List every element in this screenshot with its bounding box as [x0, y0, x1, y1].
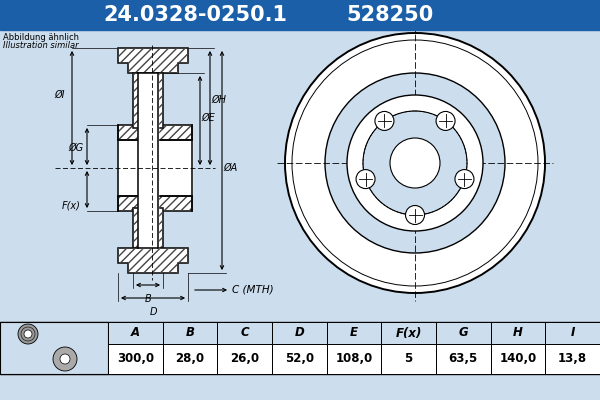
- Circle shape: [24, 330, 32, 338]
- Bar: [436, 344, 491, 374]
- Bar: [108, 344, 163, 374]
- Text: 528250: 528250: [346, 5, 434, 25]
- Text: 108,0: 108,0: [335, 352, 373, 366]
- Bar: [272, 322, 326, 344]
- Text: Illustration similar: Illustration similar: [3, 41, 79, 50]
- Bar: [382, 322, 436, 344]
- Text: ØA: ØA: [223, 163, 237, 173]
- Bar: [545, 344, 600, 374]
- Text: 28,0: 28,0: [175, 352, 205, 366]
- Bar: [436, 322, 491, 344]
- Text: F(x): F(x): [62, 200, 81, 210]
- Bar: [272, 344, 326, 374]
- Text: B: B: [185, 326, 194, 340]
- Polygon shape: [118, 125, 192, 140]
- Bar: [545, 322, 600, 344]
- Bar: [0, 322, 108, 374]
- Text: C: C: [241, 326, 249, 340]
- Bar: [0, 0, 600, 30]
- Text: 13,8: 13,8: [558, 352, 587, 366]
- Bar: [326, 322, 382, 344]
- Bar: [491, 322, 545, 344]
- Text: D: D: [295, 326, 304, 340]
- Circle shape: [406, 206, 425, 224]
- Polygon shape: [133, 208, 163, 248]
- Bar: [163, 322, 217, 344]
- Text: ØG: ØG: [68, 143, 83, 153]
- Polygon shape: [118, 140, 192, 196]
- Text: C (MTH): C (MTH): [232, 285, 274, 295]
- Circle shape: [292, 40, 538, 286]
- Polygon shape: [118, 196, 192, 211]
- Circle shape: [285, 33, 545, 293]
- Circle shape: [436, 112, 455, 130]
- Text: E: E: [350, 326, 358, 340]
- Text: 26,0: 26,0: [230, 352, 259, 366]
- Text: Abbildung ähnlich: Abbildung ähnlich: [3, 33, 79, 42]
- Text: ØI: ØI: [54, 90, 65, 100]
- Text: 5: 5: [404, 352, 413, 366]
- Circle shape: [363, 111, 467, 215]
- Text: D: D: [149, 307, 157, 317]
- Circle shape: [356, 170, 375, 188]
- Bar: [326, 344, 382, 374]
- Text: 140,0: 140,0: [499, 352, 536, 366]
- Text: I: I: [571, 326, 575, 340]
- Bar: [0, 322, 600, 374]
- Bar: [217, 344, 272, 374]
- Text: F(x): F(x): [395, 326, 422, 340]
- Circle shape: [60, 354, 70, 364]
- Circle shape: [18, 324, 38, 344]
- Circle shape: [53, 347, 77, 371]
- Text: 63,5: 63,5: [449, 352, 478, 366]
- Text: ØH: ØH: [211, 95, 226, 105]
- Text: G: G: [458, 326, 468, 340]
- Circle shape: [375, 112, 394, 130]
- Circle shape: [325, 73, 505, 253]
- Bar: [163, 344, 217, 374]
- Polygon shape: [118, 48, 188, 73]
- Bar: [217, 322, 272, 344]
- Text: A: A: [131, 326, 140, 340]
- Circle shape: [347, 95, 483, 231]
- Text: ØE: ØE: [201, 113, 215, 123]
- Bar: [491, 344, 545, 374]
- Bar: [108, 322, 163, 344]
- Polygon shape: [138, 73, 158, 248]
- Polygon shape: [118, 248, 188, 273]
- Polygon shape: [133, 73, 163, 128]
- Text: 300,0: 300,0: [117, 352, 154, 366]
- Circle shape: [455, 170, 474, 188]
- Text: B: B: [145, 294, 151, 304]
- Circle shape: [390, 138, 440, 188]
- Text: H: H: [513, 326, 523, 340]
- Bar: [382, 344, 436, 374]
- Text: 52,0: 52,0: [285, 352, 314, 366]
- Text: 24.0328-0250.1: 24.0328-0250.1: [103, 5, 287, 25]
